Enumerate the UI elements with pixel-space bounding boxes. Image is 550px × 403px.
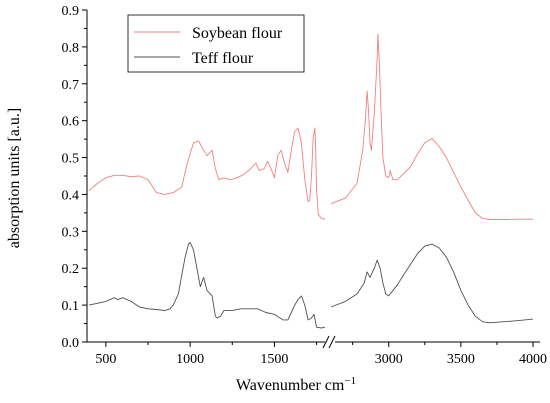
legend-label-soybean: Soybean flour <box>192 25 283 42</box>
y-tick-label: 0.1 <box>62 299 80 314</box>
x-axis-label-superscript: −1 <box>344 375 356 387</box>
x-tick-label: 3500 <box>447 352 475 367</box>
y-tick-label: 0.9 <box>62 4 80 19</box>
x-axis-ticks: 500 1000 1500 3000 3500 4000 <box>95 342 547 367</box>
x-tick-label: 1000 <box>176 352 204 367</box>
y-tick-label: 0.2 <box>62 262 80 277</box>
x-axis-label: Wavenumber cm−1 <box>236 375 356 394</box>
y-tick-label: 0.4 <box>62 188 80 203</box>
legend: Soybean flour Teff flour <box>127 14 305 73</box>
axis-break-mark-2 <box>328 335 336 349</box>
legend-label-teff: Teff flour <box>192 50 254 67</box>
series-line-soybean-segment-1 <box>88 127 326 220</box>
y-tick-label: 0.7 <box>62 78 80 93</box>
series-line-teff-segment-1 <box>88 241 326 329</box>
y-tick-label: 0.6 <box>62 115 80 130</box>
x-tick-label: 4000 <box>519 352 547 367</box>
x-tick-label: 1500 <box>260 352 288 367</box>
series-line-soybean-segment-2 <box>330 33 533 220</box>
y-tick-label: 0.0 <box>62 336 80 351</box>
x-tick-label: 3000 <box>375 352 403 367</box>
y-tick-label: 0.5 <box>62 152 80 167</box>
axis-break-mark-1 <box>322 335 330 349</box>
y-axis-ticks: 0.0 0.1 0.2 0.3 0.4 0.5 0.6 0.7 0.8 0.9 <box>62 4 87 351</box>
series-line-teff-segment-2 <box>330 243 534 324</box>
y-axis-label: absorption units [a.u.] <box>6 108 23 248</box>
x-axis-label-text: Wavenumber cm <box>236 377 345 394</box>
x-tick-label: 500 <box>95 352 116 367</box>
y-tick-label: 0.8 <box>62 41 80 56</box>
y-tick-label: 0.3 <box>62 225 80 240</box>
series-layer <box>88 33 534 329</box>
legend-box <box>127 14 305 73</box>
